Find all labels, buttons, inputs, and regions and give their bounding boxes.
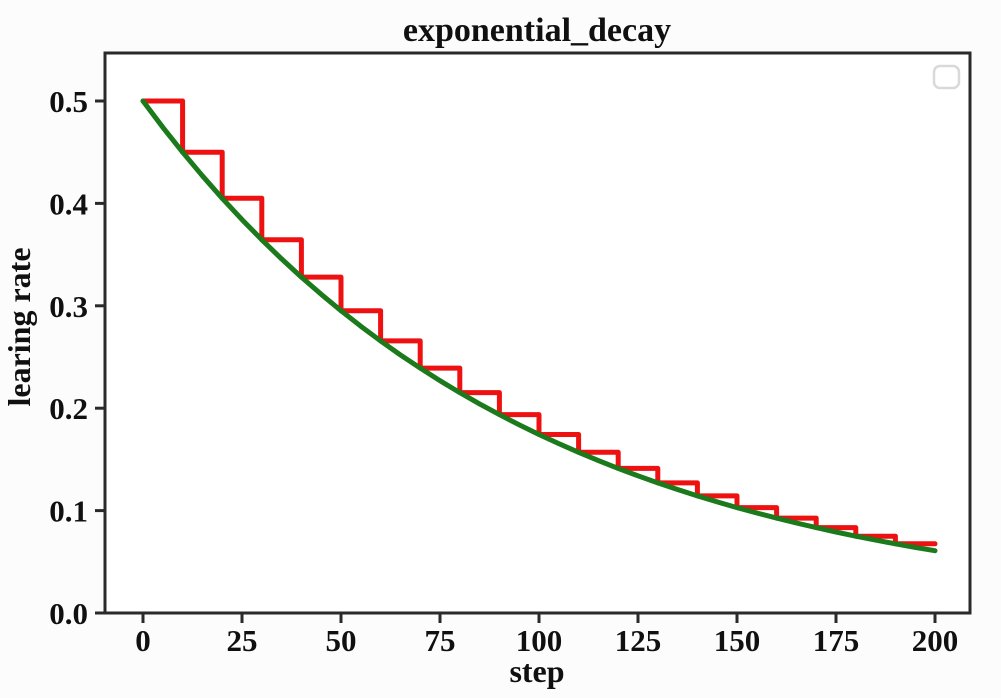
- plot-area: [105, 53, 970, 613]
- legend-box: [932, 64, 961, 90]
- y-axis-label: learing rate: [1, 247, 37, 406]
- y-tick-label: 0.2: [49, 391, 88, 426]
- x-tick-label: 175: [813, 623, 860, 658]
- y-tick-label: 0.0: [49, 596, 88, 631]
- smooth_decay-line: [140, 98, 938, 554]
- y-tick-label: 0.3: [49, 289, 88, 324]
- x-tick-label: 75: [425, 623, 456, 658]
- x-tick-label: 50: [326, 623, 357, 658]
- x-axis-label: step: [509, 653, 564, 689]
- x-tick-label: 150: [714, 623, 761, 658]
- x-tick-label: 125: [615, 623, 662, 658]
- series-group: [140, 98, 938, 554]
- chart-title: exponential_decay: [403, 12, 671, 49]
- y-tick-label: 0.5: [49, 84, 88, 119]
- x-tick-label: 0: [135, 623, 151, 658]
- y-axis-ticks: 0.0 0.1 0.2 0.3 0.4 0.5: [49, 84, 105, 631]
- x-tick-label: 200: [912, 623, 959, 658]
- x-tick-label: 100: [516, 623, 563, 658]
- staircase_decay-line: [140, 98, 938, 547]
- y-tick-label: 0.1: [49, 494, 88, 529]
- y-tick-label: 0.4: [49, 186, 88, 221]
- x-tick-label: 25: [227, 623, 258, 658]
- x-axis-ticks: 0 25 50 75 100 125 150 175 200: [135, 613, 958, 658]
